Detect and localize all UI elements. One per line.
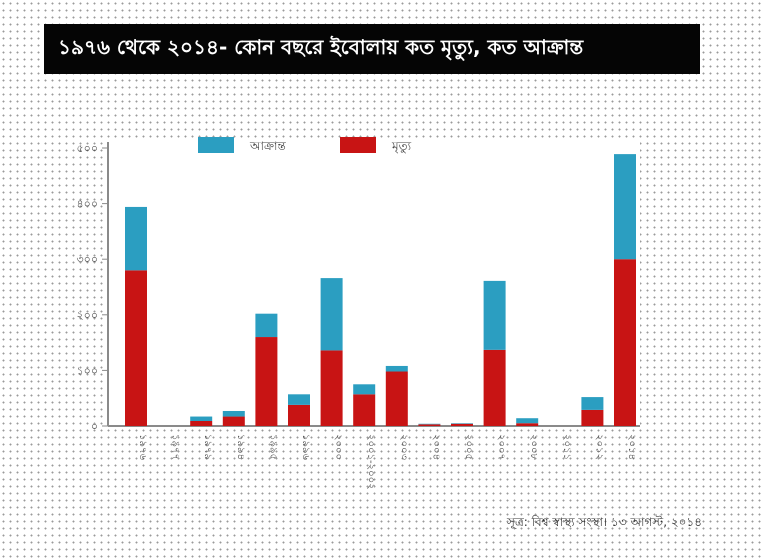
x-tick-label: ২০০৫ — [463, 434, 474, 460]
bar-infected — [385, 365, 408, 372]
legend-label: আক্রান্ত — [249, 139, 287, 153]
bar-deaths — [581, 409, 604, 426]
y-tick-label: ০ — [91, 420, 98, 433]
legend-label: মৃত্যু — [391, 139, 412, 154]
x-tick-label: ২০০৭ — [496, 434, 507, 460]
bar-infected — [190, 416, 213, 421]
bar-deaths — [190, 420, 213, 426]
bar-infected — [320, 278, 343, 351]
bar-deaths — [125, 270, 147, 426]
bar-deaths — [353, 394, 376, 426]
source-note: সূত্র: বিশ্ব স্বাস্থ্য সংস্থা। ১৩ আগস্ট,… — [507, 515, 702, 529]
bar-infected — [255, 313, 278, 338]
x-tick-label: ১৯৭৭ — [170, 434, 181, 460]
bar-deaths — [614, 259, 636, 426]
y-tick-label: ৫০০ — [77, 142, 98, 155]
bar-infected — [483, 280, 506, 350]
bar-infected — [288, 394, 310, 405]
legend-swatch — [198, 137, 234, 153]
bar-deaths — [320, 350, 343, 426]
chart-title: ১৯৭৬ থেকে ২০১৪- কোন বছরে ইবোলায় কত মৃত্… — [58, 34, 584, 59]
x-tick-label: ২০১১ — [561, 434, 572, 460]
x-tick-label: ২০১৪ — [626, 434, 637, 460]
x-tick-label: ২০০১-২০০২ — [365, 434, 376, 490]
x-tick-label: ২০০৪ — [430, 434, 441, 460]
bar-deaths — [288, 404, 310, 426]
x-tick-label: ১৯৯৬ — [300, 434, 311, 460]
bar-infected — [451, 423, 473, 424]
y-tick-label: ৪০০ — [77, 198, 98, 211]
x-tick-label: ২০০৮ — [528, 434, 539, 461]
bar-deaths — [222, 416, 245, 426]
bar-infected — [614, 154, 636, 260]
bar-infected — [353, 384, 376, 395]
bar-deaths — [516, 423, 539, 426]
bar-infected — [516, 418, 539, 424]
y-tick-label: ২০০ — [77, 309, 98, 322]
bar-deaths — [255, 337, 278, 426]
x-tick-label: ২০১২ — [593, 434, 604, 460]
x-tick-label: ১৯৭৬ — [137, 434, 148, 460]
bar-infected — [222, 410, 245, 417]
x-tick-label: ১৯৯৫ — [267, 434, 278, 460]
bar-infected — [581, 397, 604, 410]
x-tick-label: ১৯৯৪ — [235, 434, 246, 460]
bar-deaths — [385, 371, 408, 426]
plot-background — [108, 142, 640, 426]
bar-deaths — [418, 424, 441, 426]
x-tick-label: ১৯৭৯ — [202, 434, 213, 460]
legend-swatch — [340, 137, 376, 153]
y-tick-label: ১০০ — [77, 364, 98, 377]
y-tick-label: ৩০০ — [77, 253, 98, 266]
chart-title-banner: ১৯৭৬ থেকে ২০১৪- কোন বছরে ইবোলায় কত মৃত্… — [44, 24, 700, 74]
x-tick-label: ২০০৩ — [398, 434, 409, 461]
bar-infected — [418, 423, 441, 425]
bar-deaths — [483, 349, 506, 426]
x-tick-label: ২০০০ — [333, 434, 344, 460]
bar-deaths — [451, 423, 473, 426]
bar-infected — [125, 206, 147, 271]
